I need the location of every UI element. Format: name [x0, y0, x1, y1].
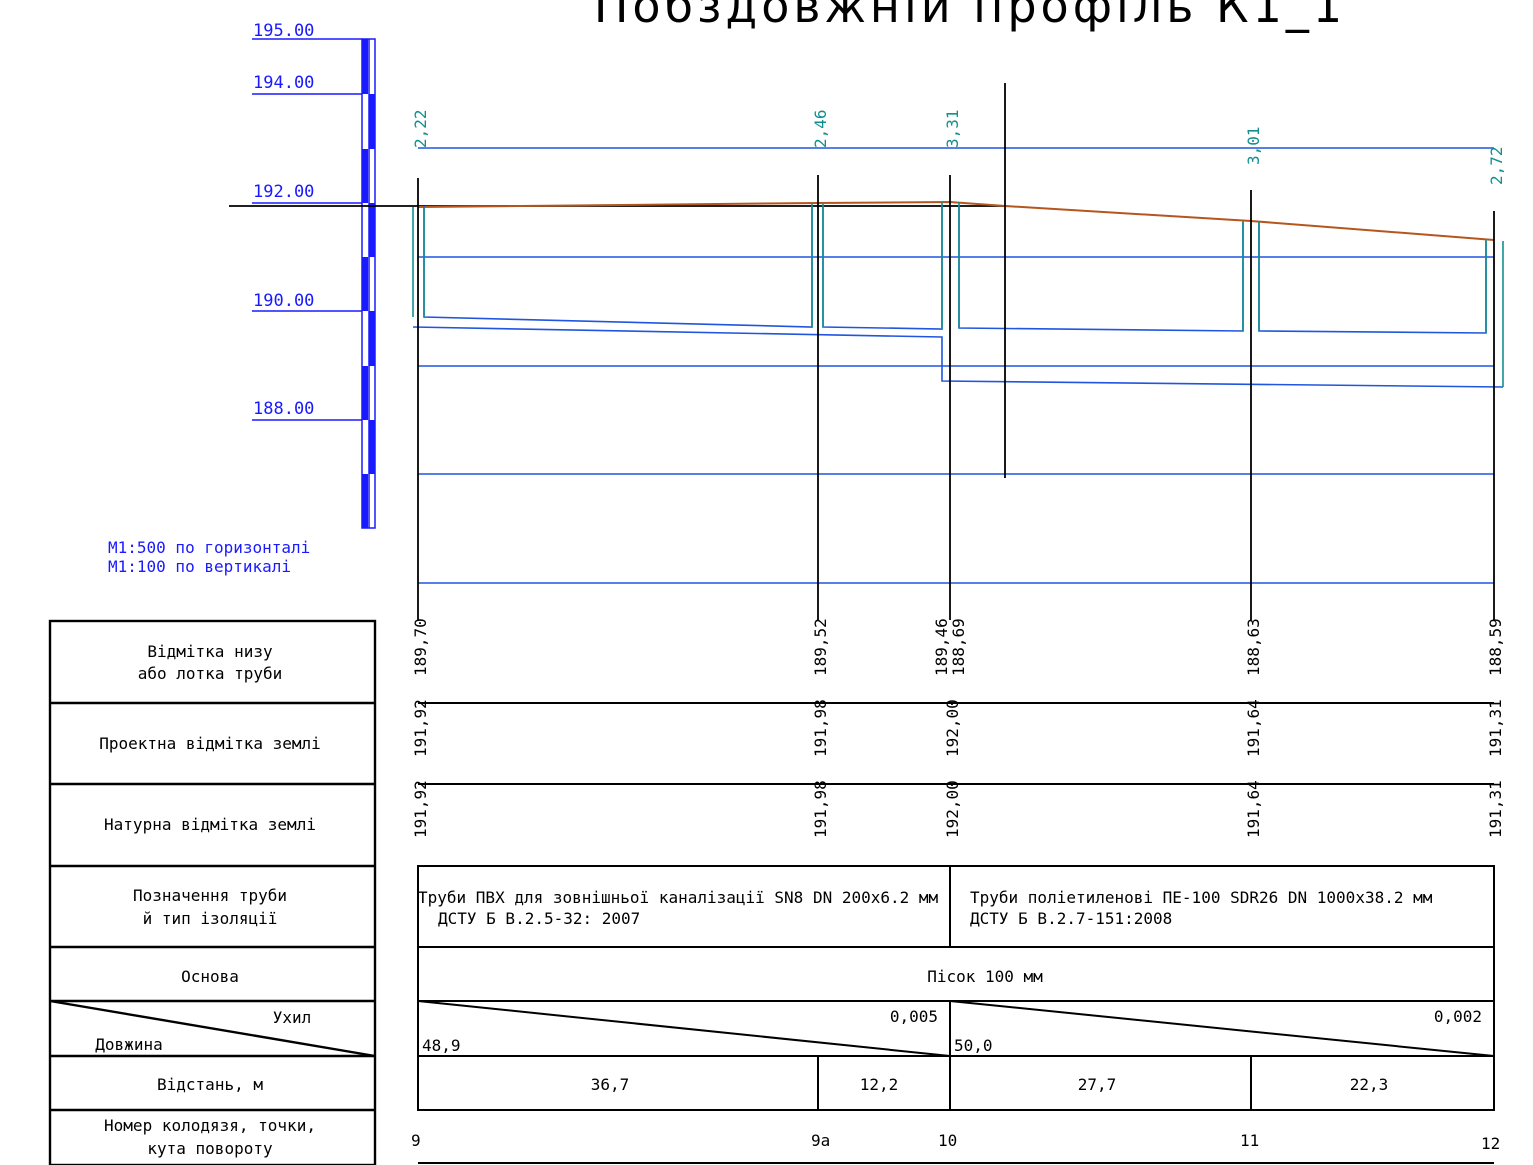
invert-value: 188,63 — [1244, 618, 1263, 676]
header-length: Довжина — [95, 1035, 162, 1054]
well-numbers: 9 9а 10 11 12 — [411, 1131, 1500, 1153]
header-well-line1: Номер колодязя, точки, — [104, 1116, 316, 1135]
design-ground-value: 191,31 — [1486, 699, 1505, 757]
design-ground-value: 192,00 — [943, 699, 962, 757]
elevation-label: 190.00 — [253, 291, 314, 311]
header-invert-line1: Відмітка низу — [147, 642, 273, 661]
elevation-label: 194.00 — [253, 73, 314, 93]
elevation-scale: 195.00 194.00 192.00 190.00 188.00 — [252, 21, 376, 529]
well-walls — [412, 202, 1504, 387]
pipe-type-line2: ДСТУ Б В.2.7-151:2008 — [970, 909, 1172, 928]
natural-ground-value: 191,98 — [811, 780, 830, 838]
invert-elevations: 189,70 189,52 189,46 188,69 188,63 188,5… — [411, 618, 1505, 676]
header-pipe-line1: Позначення труби — [133, 886, 287, 905]
profile-title: Побздовжній профіль К1_1 — [594, 0, 1346, 33]
invert-value: 189,52 — [811, 618, 830, 676]
design-ground-value: 191,92 — [411, 699, 430, 757]
header-distance: Відстань, м — [157, 1075, 263, 1094]
elevation-label: 195.00 — [253, 21, 314, 41]
depth-label: 2,22 — [411, 109, 430, 148]
data-table-lines — [417, 702, 1495, 1164]
length-value: 48,9 — [422, 1036, 461, 1055]
distance-value: 27,7 — [1078, 1075, 1117, 1094]
depth-label: 3,01 — [1244, 126, 1263, 165]
invert-value: 188,69 — [949, 618, 968, 676]
ground-line — [417, 200, 1495, 241]
invert-value: 189,70 — [411, 618, 430, 676]
pipe-type-line2: ДСТУ Б В.2.5-32: 2007 — [438, 909, 640, 928]
well-number: 11 — [1240, 1131, 1259, 1150]
pipe-profile — [412, 206, 1504, 388]
design-ground-value: 191,64 — [1244, 699, 1263, 757]
header-base: Основа — [181, 967, 239, 986]
distance-values: 36,7 12,2 27,7 22,3 — [591, 1075, 1389, 1094]
depth-label: 3,31 — [943, 109, 962, 148]
design-ground-values: 191,92 191,98 192,00 191,64 191,31 — [411, 699, 1505, 757]
natural-ground-value: 192,00 — [943, 780, 962, 838]
natural-ground-value: 191,92 — [411, 780, 430, 838]
invert-value: 189,46 — [932, 618, 951, 676]
distance-value: 36,7 — [591, 1075, 630, 1094]
header-natural-ground: Натурна відмітка землі — [104, 815, 316, 834]
profile-grid — [418, 147, 1494, 584]
elevation-label: 192.00 — [253, 182, 314, 202]
depth-label: 2,46 — [811, 109, 830, 148]
pipe-types: Труби ПВХ для зовнішньої каналізації SN8… — [418, 888, 1433, 928]
slope-value: 0,005 — [890, 1007, 938, 1026]
header-slope: Ухил — [273, 1008, 312, 1027]
well-number: 9 — [411, 1131, 421, 1150]
row-header-table — [48, 619, 377, 1165]
natural-ground-value: 191,31 — [1486, 780, 1505, 838]
station-lines — [417, 83, 1495, 620]
pipe-type-line1: Труби ПВХ для зовнішньої каналізації SN8… — [418, 888, 939, 907]
distance-value: 22,3 — [1350, 1075, 1389, 1094]
well-number: 10 — [938, 1131, 957, 1150]
scale-horizontal: М1:500 по горизонталі — [108, 538, 310, 557]
base-value: Пісок 100 мм — [927, 967, 1043, 986]
depth-label: 2,72 — [1487, 146, 1506, 185]
distance-value: 12,2 — [860, 1075, 899, 1094]
pipe-type-line1: Труби поліетиленові ПЕ-100 SDR26 DN 1000… — [970, 888, 1433, 907]
scale-vertical: М1:100 по вертикалі — [108, 557, 291, 576]
header-pipe-line2: й тип ізоляції — [143, 909, 278, 928]
length-value: 50,0 — [954, 1036, 993, 1055]
header-invert-line2: або лотка труби — [138, 664, 283, 683]
header-design-ground: Проектна відмітка землі — [99, 734, 321, 753]
well-number: 12 — [1481, 1134, 1500, 1153]
design-ground-value: 191,98 — [811, 699, 830, 757]
invert-value: 188,59 — [1486, 618, 1505, 676]
natural-ground-value: 191,64 — [1244, 780, 1263, 838]
elevation-label: 188.00 — [253, 399, 314, 419]
natural-ground-values: 191,92 191,98 192,00 191,64 191,31 — [411, 780, 1505, 838]
slope-length-values: 0,005 48,9 0,002 50,0 — [422, 1007, 1482, 1055]
header-well-line2: кута повороту — [147, 1139, 273, 1158]
well-number: 9а — [811, 1131, 830, 1150]
slope-value: 0,002 — [1434, 1007, 1482, 1026]
row-header-labels: Відмітка низу або лотка труби Проектна в… — [95, 642, 321, 1158]
